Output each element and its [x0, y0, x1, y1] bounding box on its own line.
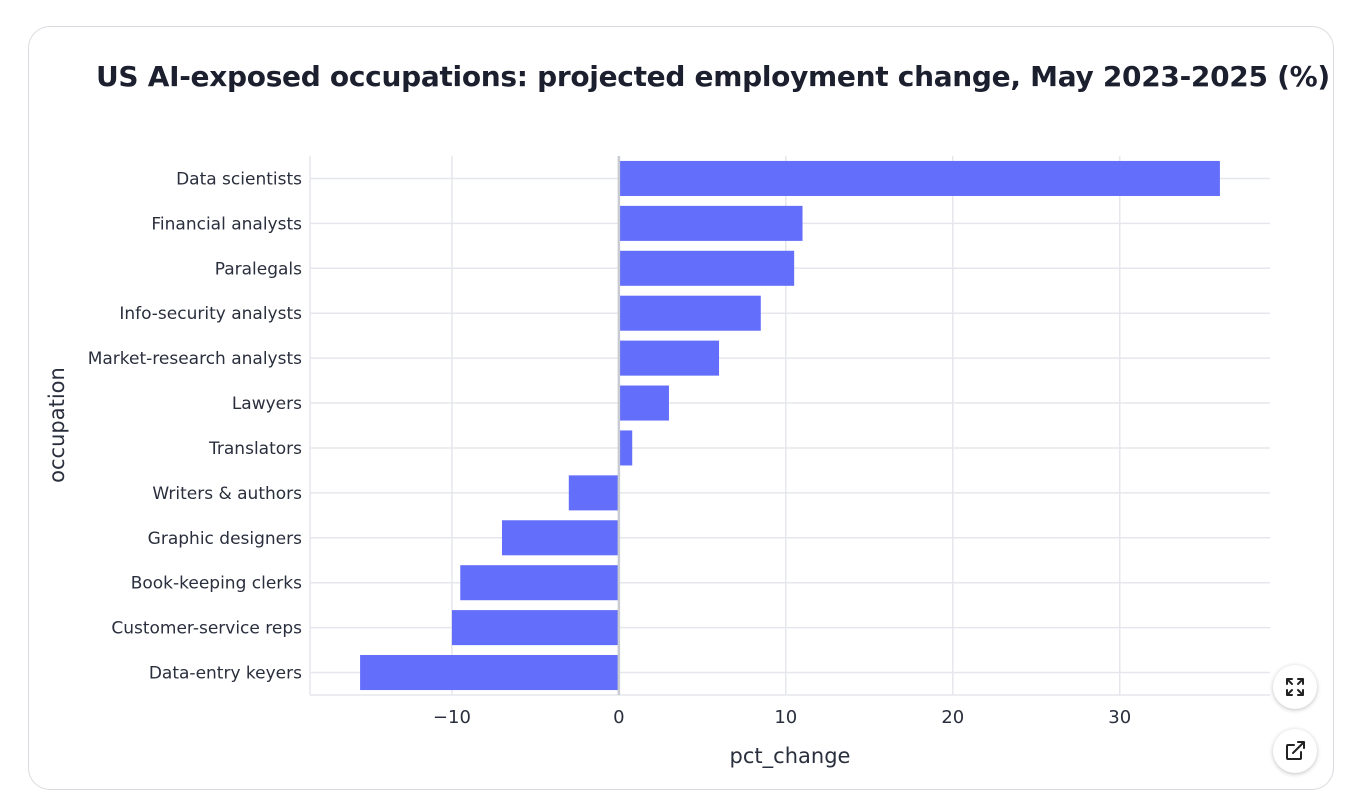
x-tick-label: −10	[433, 707, 471, 728]
bar	[502, 520, 619, 556]
category-label: Info-security analysts	[119, 304, 302, 324]
x-axis-title: pct_change	[730, 744, 851, 769]
category-label: Data-entry keyers	[149, 664, 302, 684]
category-label: Graphic designers	[148, 529, 302, 549]
category-label: Customer-service reps	[111, 619, 302, 639]
bar	[618, 430, 633, 466]
category-label: Financial analysts	[151, 214, 302, 234]
x-tick-label: 10	[774, 707, 797, 728]
y-axis-title: occupation	[45, 367, 69, 483]
bar	[618, 385, 669, 421]
bar	[618, 160, 1220, 196]
chart-card	[28, 26, 1334, 790]
open-external-button[interactable]	[1273, 729, 1317, 773]
category-label: Book-keeping clerks	[131, 574, 302, 594]
category-label: Translators	[208, 439, 302, 459]
category-label: Writers & authors	[152, 484, 302, 504]
x-tick-label: 30	[1108, 707, 1131, 728]
bar	[568, 475, 619, 511]
bars	[360, 156, 1220, 695]
bar	[460, 565, 619, 601]
bar	[618, 250, 795, 286]
x-tick-labels: −10 0 10 20 30	[433, 707, 1131, 728]
category-label: Data scientists	[176, 169, 302, 189]
category-label: Lawyers	[232, 394, 302, 414]
category-label: Paralegals	[215, 259, 302, 279]
external-link-icon	[1286, 741, 1305, 760]
expand-icon	[1286, 678, 1304, 696]
category-labels: Data scientists Financial analysts Paraleg…	[88, 169, 302, 683]
x-tick-label: 0	[613, 707, 624, 728]
x-tick-label: 20	[941, 707, 964, 728]
bar	[618, 205, 803, 241]
bar	[618, 295, 761, 331]
chart-title: US AI-exposed occupations: projected emp…	[96, 60, 1330, 93]
category-label: Market-research analysts	[88, 349, 302, 369]
bar	[618, 340, 720, 376]
expand-button[interactable]	[1273, 665, 1317, 709]
bar	[451, 610, 619, 646]
bar	[360, 655, 619, 691]
